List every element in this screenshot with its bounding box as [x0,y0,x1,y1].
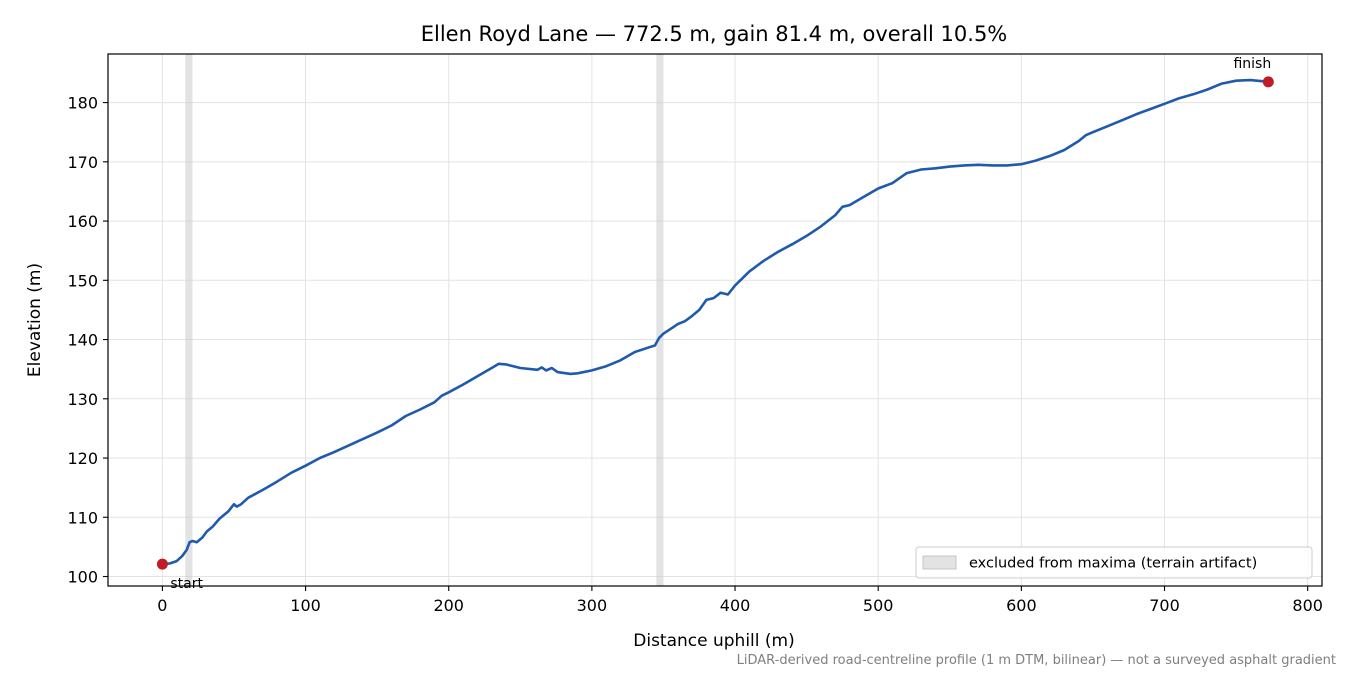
y-tick-label: 140 [67,331,98,350]
y-tick-label: 160 [67,212,98,231]
y-tick-label: 170 [67,153,98,172]
finish-label: finish [1233,56,1271,72]
excluded-band [185,54,193,586]
legend-box [915,546,1313,579]
y-tick-label: 110 [67,508,98,527]
x-tick-label: 600 [1006,596,1037,615]
series [161,78,1270,566]
chart-title: Ellen Royd Lane — 772.5 m, gain 81.4 m, … [421,22,1008,46]
elevation-line [161,78,1270,566]
endpoint-markers: start finish [156,56,1274,592]
x-axis-title: Distance uphill (m) [633,631,794,651]
x-tick-label: 500 [863,596,894,615]
y-tick-label: 100 [67,568,98,587]
start-label: start [170,576,203,592]
y-tick-label: 150 [67,271,98,290]
legend-label: excluded from maxima (terrain artifact) [969,556,1257,572]
x-tick-label: 300 [577,596,608,615]
finish-marker [1262,76,1274,88]
x-tick-label: 800 [1292,596,1323,615]
axis-ticks: 0 100 200 300 400 500 600 700 800 100 110 120 130 140… [67,94,1323,615]
footnote: LiDAR-derived road-centreline profile (1… [737,653,1336,668]
y-axis-title: Elevation (m) [25,263,45,377]
legend-swatch [922,555,957,570]
x-tick-label: 200 [433,596,464,615]
y-tick-label: 120 [67,449,98,468]
x-tick-label: 0 [157,596,167,615]
y-tick-label: 130 [67,390,98,409]
excluded-band [656,54,664,586]
x-tick-label: 700 [1149,596,1180,615]
x-tick-label: 400 [720,596,751,615]
legend: excluded from maxima (terrain artifact) [915,546,1313,579]
y-tick-label: 180 [67,94,98,113]
start-marker [156,558,168,570]
x-tick-label: 100 [290,596,321,615]
plot-frame [107,53,1323,587]
excluded-bands [185,54,664,586]
